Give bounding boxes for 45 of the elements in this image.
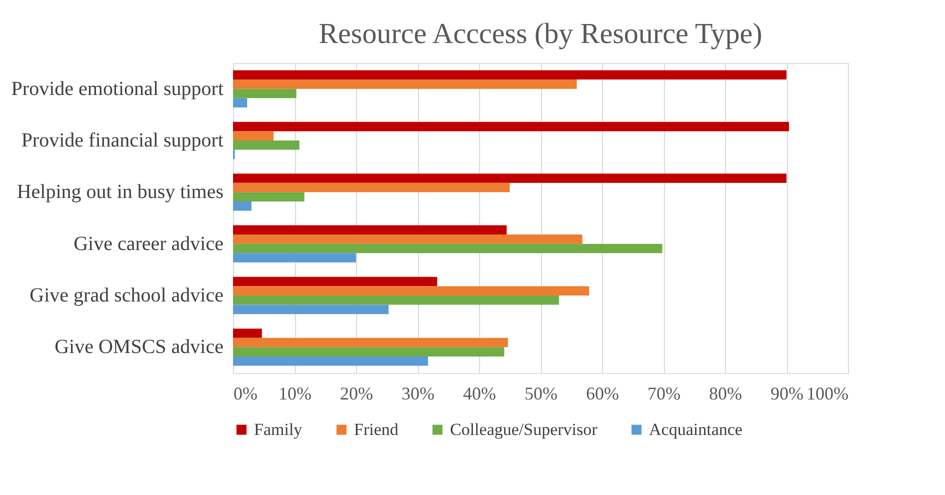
bar bbox=[233, 80, 577, 89]
x-tick-label: 20% bbox=[340, 384, 373, 404]
y-tick-label: Provide emotional support bbox=[11, 78, 224, 100]
x-tick-label: 80% bbox=[709, 384, 742, 404]
bar bbox=[233, 296, 559, 305]
bar bbox=[233, 328, 262, 338]
x-tick-label: 10% bbox=[278, 384, 312, 404]
x-tick-label: 30% bbox=[402, 384, 434, 404]
bar bbox=[233, 286, 590, 296]
y-tick-label: Provide financial support bbox=[21, 130, 224, 152]
legend-label: Friend bbox=[354, 420, 399, 439]
bar bbox=[233, 98, 248, 108]
x-tick-label: 90% bbox=[770, 384, 804, 404]
y-tick-label: Helping out in busy times bbox=[16, 181, 224, 204]
bar bbox=[233, 234, 582, 244]
bar bbox=[233, 131, 274, 140]
legend-label: Family bbox=[254, 420, 303, 439]
bar bbox=[233, 338, 508, 348]
bar bbox=[233, 174, 786, 183]
x-tick-label: 70% bbox=[648, 384, 680, 404]
bar bbox=[233, 347, 504, 356]
bar bbox=[233, 244, 662, 254]
x-tick-label: 40% bbox=[463, 384, 496, 404]
bar bbox=[233, 192, 304, 202]
legend-label: Colleague/Supervisor bbox=[450, 420, 598, 439]
bar bbox=[233, 88, 296, 98]
x-tick-label: 0% bbox=[234, 384, 258, 404]
x-tick-label: 60% bbox=[586, 384, 619, 404]
bar bbox=[233, 140, 300, 150]
bar bbox=[233, 356, 428, 366]
bar bbox=[233, 225, 507, 235]
bar bbox=[233, 122, 789, 132]
x-tick-label: 50% bbox=[524, 384, 558, 404]
bar bbox=[233, 182, 510, 192]
bar bbox=[233, 253, 356, 262]
x-tick-label: 100% bbox=[806, 384, 848, 404]
bar bbox=[233, 70, 786, 80]
chart-title: Resource Acccess (by Resource Type) bbox=[318, 18, 762, 50]
bar bbox=[233, 201, 252, 211]
bar bbox=[233, 304, 389, 314]
bar bbox=[233, 276, 438, 286]
y-tick-label: Give grad school advice bbox=[30, 284, 224, 306]
y-tick-label: Give OMSCS advice bbox=[54, 336, 224, 358]
y-tick-label: Give career advice bbox=[74, 232, 224, 255]
legend-label: Acquaintance bbox=[649, 420, 742, 439]
